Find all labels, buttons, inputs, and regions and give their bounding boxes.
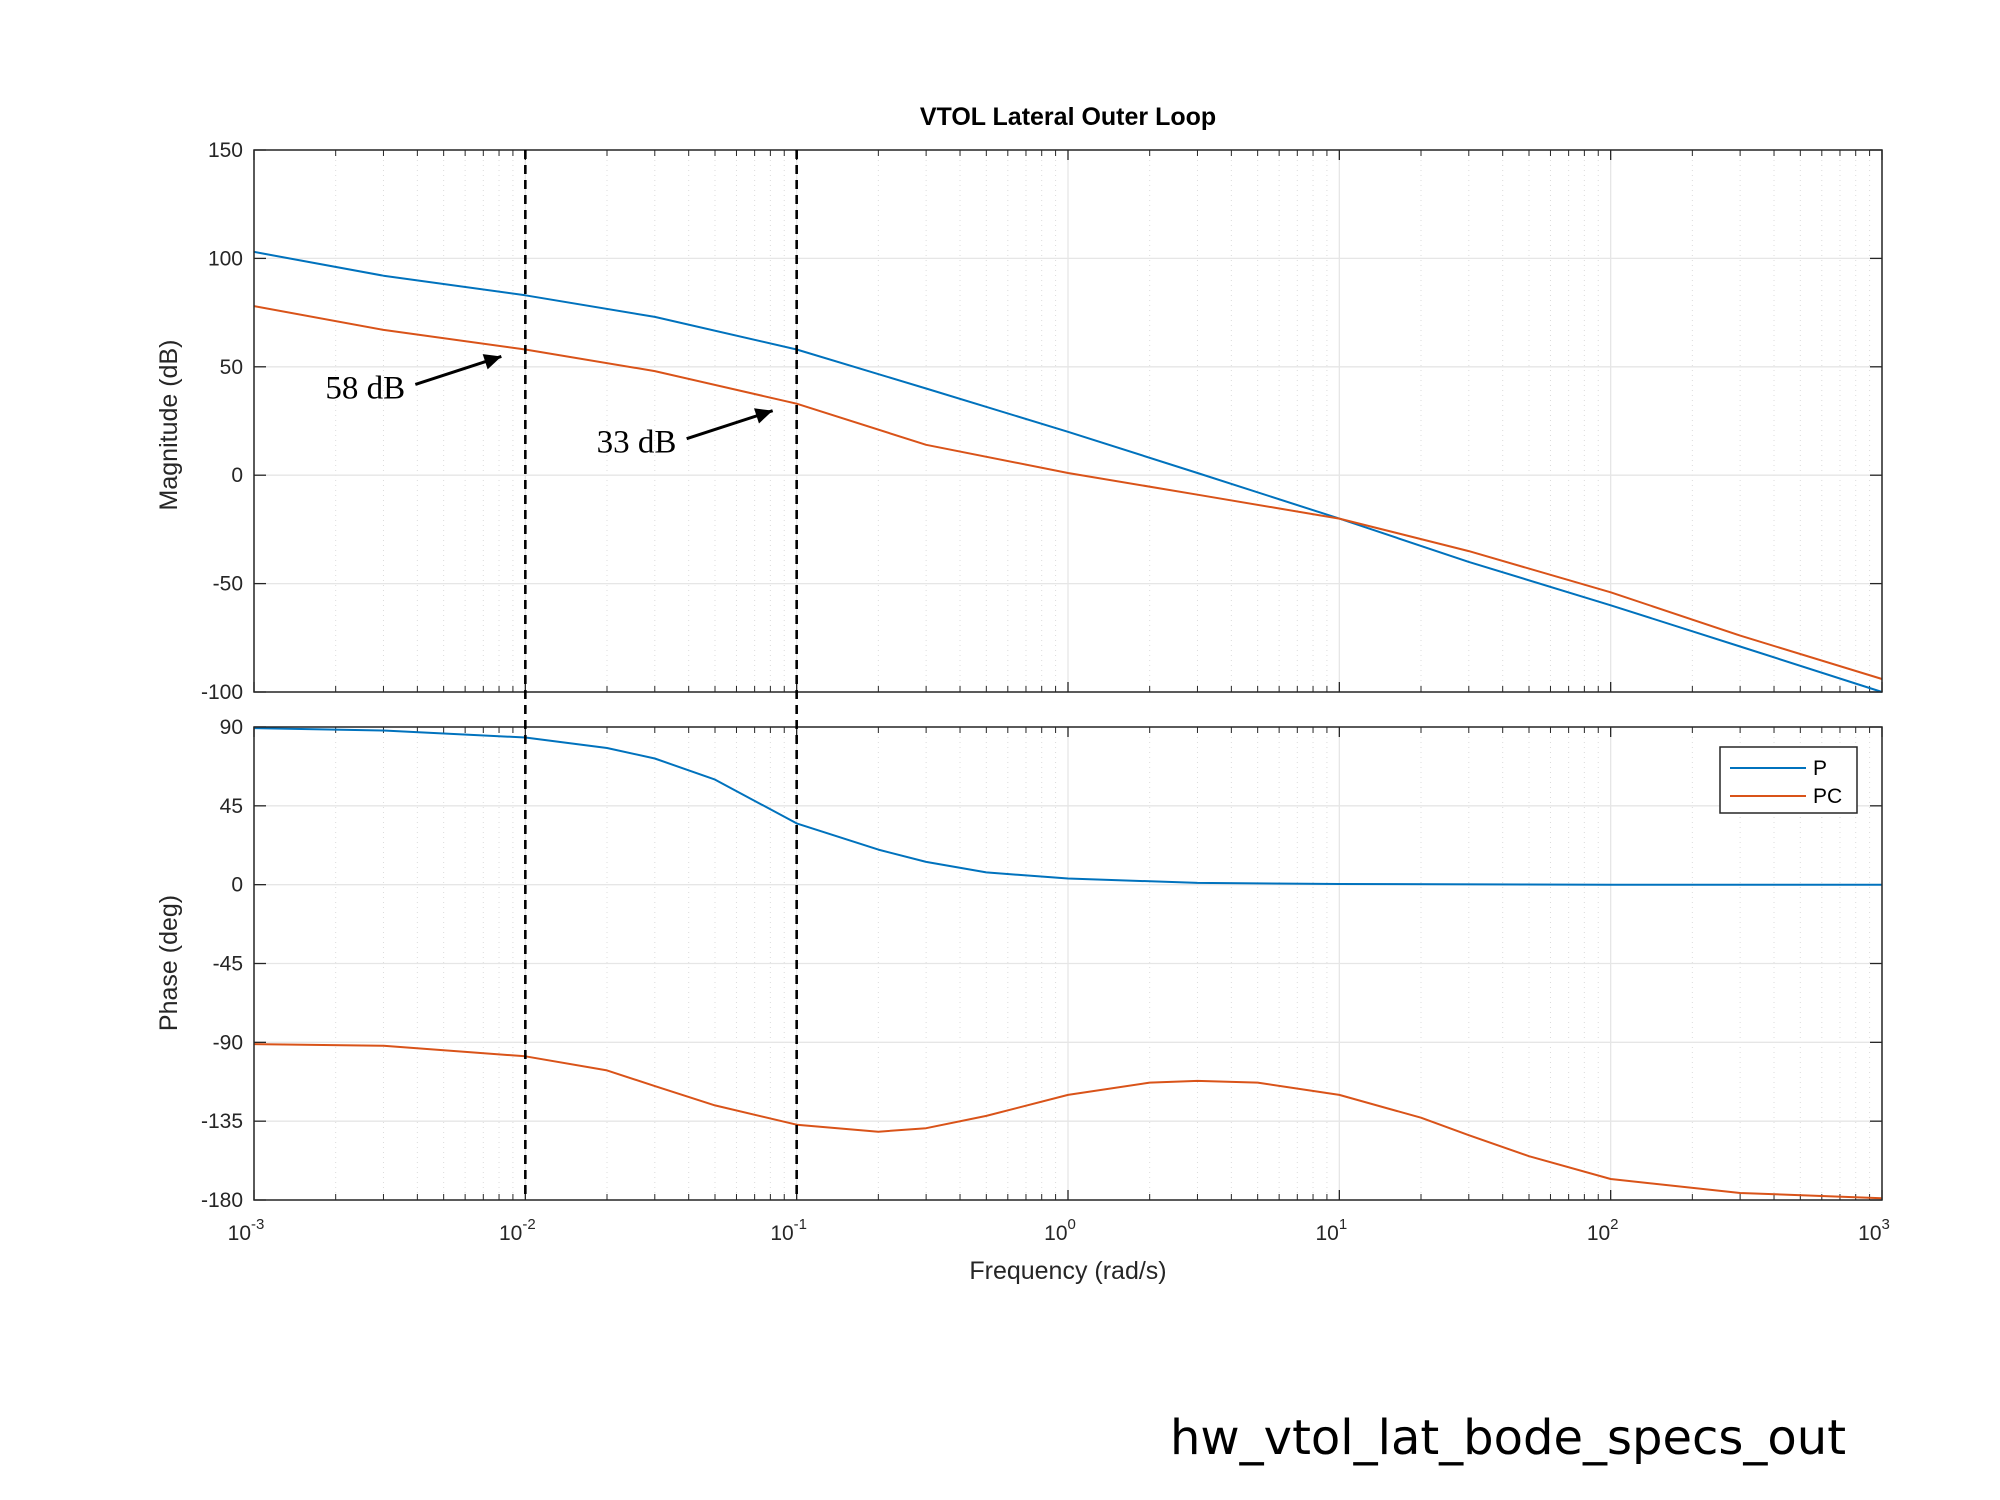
x-tick-label: 103 [1858, 1216, 1890, 1245]
annotation-label: 33 dB [597, 425, 677, 461]
magnitude-y-tick-label: -100 [201, 681, 243, 704]
phase-y-tick-label: 45 [220, 795, 243, 818]
legend: P PC [1719, 746, 1858, 814]
legend-box [1719, 746, 1858, 814]
x-tick-label: 101 [1315, 1216, 1347, 1245]
magnitude-axes-box [253, 149, 1883, 693]
magnitude-y-tick-label: -50 [213, 573, 243, 596]
frequency-axis: 10-3 10-2 10-1 100 101 102 103 [228, 1216, 1890, 1245]
x-tick-label: 10-3 [228, 1216, 265, 1245]
annotation-arrowhead [754, 408, 773, 424]
chart-title: VTOL Lateral Outer Loop [920, 103, 1216, 131]
x-tick-label: 10-2 [499, 1216, 536, 1245]
magnitude-series-p [253, 250, 1883, 693]
phase-y-tick-label: -135 [201, 1110, 243, 1133]
phase-y-tick-label: 90 [220, 716, 243, 739]
magnitude-axis-label: Magnitude (dB) [155, 340, 183, 511]
annotations: 58 dB 33 dB [325, 354, 774, 461]
figure-caption: hw_vtol_lat_bode_specs_out [1170, 1410, 1847, 1466]
phase-y-tick-label: -180 [201, 1189, 243, 1212]
legend-label-p: P [1813, 757, 1827, 780]
x-tick-label: 10-1 [770, 1216, 807, 1245]
x-tick-label: 102 [1587, 1216, 1619, 1245]
phase-y-tick-label: 0 [231, 874, 243, 897]
magnitude-y-tick-label: 100 [208, 247, 243, 270]
magnitude-plot: -100 -50 0 50 100 150 [201, 139, 1883, 704]
magnitude-y-tick-label: 50 [220, 356, 243, 379]
annotation-arrowhead [482, 354, 502, 370]
reference-lines [524, 150, 798, 1200]
phase-y-tick-label: -45 [213, 953, 243, 976]
legend-label-pc: PC [1813, 785, 1842, 808]
x-axis-label: Frequency (rad/s) [969, 1257, 1166, 1285]
magnitude-y-tick-label: 150 [208, 139, 243, 162]
x-tick-label: 100 [1044, 1216, 1076, 1245]
phase-axis-label: Phase (deg) [155, 895, 183, 1031]
phase-series-p [253, 727, 1882, 886]
phase-plot: -180 -135 -90 -45 0 45 90 [201, 716, 1883, 1212]
magnitude-y-tick-label: 0 [231, 464, 243, 487]
phase-series-pc [253, 1043, 1883, 1200]
annotation-label: 58 dB [325, 370, 405, 406]
phase-axes-box [253, 726, 1883, 1201]
phase-y-tick-label: -90 [213, 1031, 243, 1054]
